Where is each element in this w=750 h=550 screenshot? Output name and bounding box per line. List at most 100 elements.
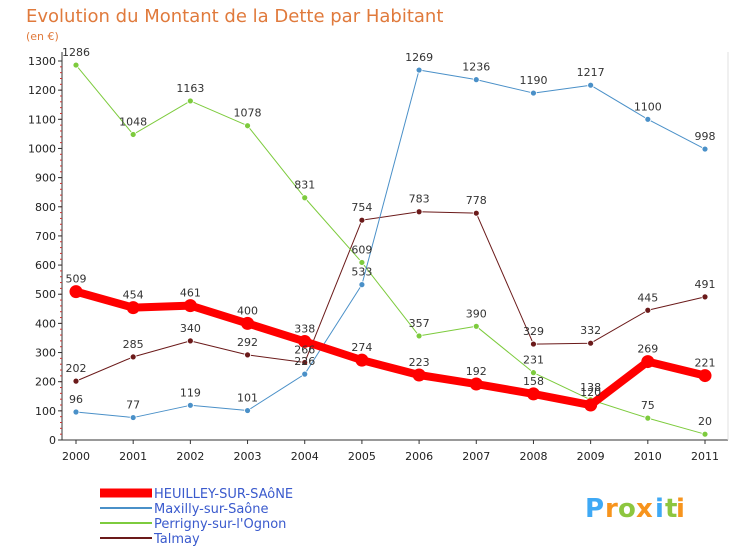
data-point (469, 377, 483, 391)
data-label: 292 (237, 336, 258, 349)
data-point (644, 115, 652, 123)
data-point (244, 351, 251, 359)
data-label: 1163 (176, 82, 204, 95)
series-line (74, 287, 706, 410)
data-point (186, 337, 194, 345)
data-point (72, 61, 80, 69)
data-label: 533 (351, 266, 372, 279)
data-label: 192 (466, 365, 487, 378)
data-label: 202 (66, 362, 87, 375)
data-label: 338 (294, 322, 315, 335)
data-point (415, 66, 423, 74)
chart-axes: 0 100 200 300 400 500 600 700 800 900 1000 1100 1200… (28, 52, 729, 463)
data-point (472, 209, 480, 217)
data-point (129, 353, 137, 361)
chart-subtitle: (en €) (26, 30, 59, 43)
data-point (69, 285, 83, 299)
data-label: 1078 (234, 107, 262, 120)
data-label: 1217 (577, 66, 605, 79)
data-point (472, 76, 480, 84)
y-tick-label: 600 (35, 259, 56, 272)
data-point (129, 414, 137, 421)
data-label: 223 (409, 356, 430, 369)
y-tick-label: 700 (35, 230, 56, 243)
series-3 (72, 208, 709, 385)
data-label: 119 (180, 386, 201, 399)
x-tick-label: 2001 (119, 450, 147, 463)
data-point (415, 332, 423, 340)
data-label: 400 (237, 304, 258, 317)
y-tick-label: 1000 (28, 142, 56, 155)
data-label: 77 (126, 399, 140, 412)
data-point (701, 293, 709, 301)
data-label: 20 (698, 415, 712, 428)
data-label: 158 (523, 375, 544, 388)
data-label: 1100 (634, 100, 662, 113)
data-label: 120 (580, 386, 601, 399)
data-label: 454 (123, 289, 144, 302)
chart-legend: HEUILLEY-SUR-SAôNEMaxilly-sur-SaônePerri… (100, 487, 293, 547)
series-line (75, 69, 706, 419)
data-label: 357 (409, 317, 430, 330)
data-point (698, 369, 712, 383)
y-tick-label: 1200 (28, 84, 56, 97)
data-label: 96 (69, 393, 83, 406)
y-tick-label: 400 (35, 317, 56, 330)
data-point (355, 353, 369, 367)
data-point (701, 430, 709, 438)
y-tick-label: 200 (35, 376, 56, 389)
data-point (530, 89, 537, 97)
x-tick-label: 2003 (234, 450, 262, 463)
x-tick-label: 2007 (462, 450, 490, 463)
data-label: 1190 (519, 74, 547, 87)
data-label: 783 (409, 193, 430, 206)
y-tick-label: 500 (35, 288, 56, 301)
series-line (75, 64, 706, 435)
data-point (415, 208, 423, 216)
y-tick-label: 1100 (28, 113, 56, 126)
data-point (72, 408, 80, 416)
data-label: 831 (294, 179, 315, 192)
data-label: 778 (466, 194, 487, 207)
data-label: 231 (523, 354, 544, 367)
data-point (186, 401, 194, 409)
series-layer (69, 61, 712, 438)
data-point (587, 339, 595, 347)
data-point (183, 299, 197, 313)
series-1 (72, 66, 709, 421)
data-point (301, 359, 309, 366)
logo-letter: t (665, 494, 677, 524)
y-tick-label: 900 (35, 172, 56, 185)
logo-letter: o (618, 494, 636, 524)
data-point (526, 387, 540, 401)
x-tick-label: 2010 (634, 450, 662, 463)
data-label: 754 (351, 201, 372, 214)
data-label: 138 (580, 381, 601, 394)
legend-label: Maxilly-sur-Saône (154, 502, 269, 517)
data-label: 509 (66, 273, 87, 286)
data-label: 340 (180, 322, 201, 335)
data-label: 390 (466, 307, 487, 320)
data-label: 609 (351, 243, 372, 256)
logo-letter: x (636, 494, 653, 524)
data-point (186, 97, 194, 105)
series-line (75, 211, 706, 382)
data-point (584, 398, 598, 412)
x-tick-label: 2009 (577, 450, 605, 463)
x-tick-label: 2004 (291, 450, 319, 463)
data-point (298, 334, 312, 348)
data-point (644, 306, 652, 314)
logo-letter: P (585, 494, 604, 524)
data-label: 1048 (119, 115, 147, 128)
data-label: 332 (580, 324, 601, 337)
series-0 (69, 285, 712, 412)
logo-letter: i (676, 494, 685, 524)
data-label: 101 (237, 392, 258, 405)
legend-label: HEUILLEY-SUR-SAôNE (154, 487, 293, 502)
data-point (129, 131, 137, 138)
data-point (587, 81, 595, 89)
logo-letter: r (605, 494, 618, 524)
